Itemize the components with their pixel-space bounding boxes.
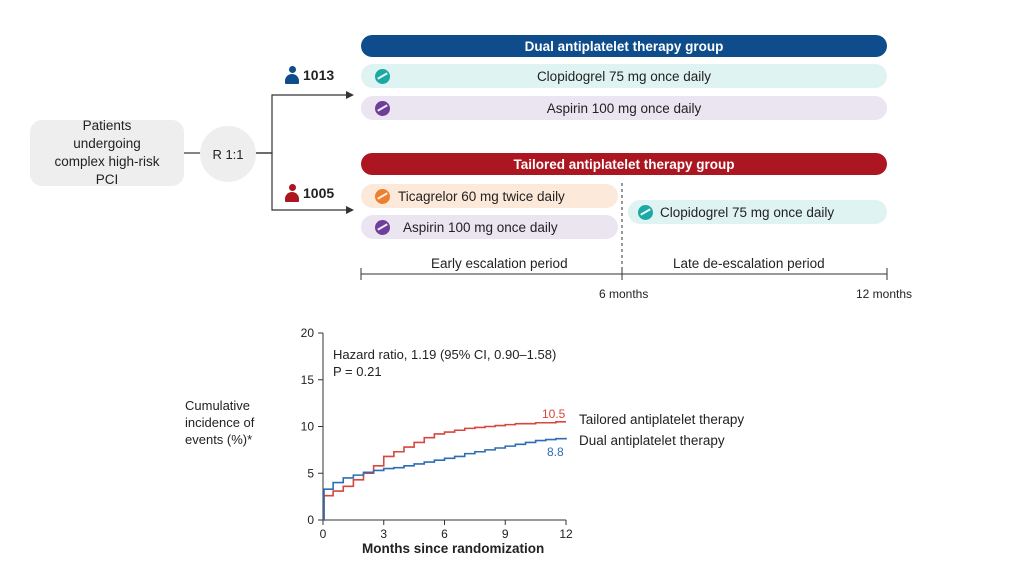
person-icon-dual [285,66,299,84]
chart-y-axis-label: Cumulative incidence of events (%)* [185,398,255,447]
dual-count: 1013 [303,67,335,83]
x-tick-label: 6 [441,527,448,541]
arrow-tailored-icon [346,206,354,214]
tablet-icon [638,204,653,220]
p-value-text: P = 0.21 [333,364,382,379]
tablet-icon [375,100,390,116]
tailored-group-header: Tailored antiplatelet therapy group [361,153,887,175]
randomization-label: R 1:1 [212,146,244,162]
legend-tailored: Tailored antiplatelet therapy [579,412,745,427]
randomization-node: R 1:1 [200,126,256,182]
dual-group-header: Dual antiplatelet therapy group [361,35,887,57]
y-tick-label: 0 [307,513,314,527]
early-period-label: Early escalation period [431,256,568,271]
tablet-icon [375,219,390,235]
patients-label: Patients undergoing complex high-risk PC… [54,118,160,187]
late-period-label: Late de-escalation period [673,256,825,271]
dual-group-title: Dual antiplatelet therapy group [524,38,724,54]
dual-drug-clopidogrel: Clopidogrel 75 mg once daily [361,64,887,88]
tailored-count: 1005 [303,185,335,201]
dual-end-value: 8.8 [547,445,564,459]
x-tick-label: 0 [320,527,327,541]
y-tick-label: 15 [301,373,315,387]
tailored-group-title: Tailored antiplatelet therapy group [513,156,735,172]
drug-label: Clopidogrel 75 mg once daily [536,68,712,84]
hazard-ratio-text: Hazard ratio, 1.19 (95% CI, 0.90–1.58) [333,347,557,362]
drug-label: Aspirin 100 mg once daily [546,100,702,116]
drug-label: Clopidogrel 75 mg once daily [660,204,835,220]
x-tick-label: 3 [380,527,387,541]
tablet-icon [375,188,390,204]
chart-annotation: Hazard ratio, 1.19 (95% CI, 0.90–1.58) P… [333,346,556,380]
tablet-icon [375,68,390,84]
series-line-dual [323,437,567,521]
legend-dual: Dual antiplatelet therapy [579,433,725,448]
y-tick-label: 5 [307,466,314,480]
timeline-label-12: 12 months [856,287,913,301]
tailored-drug-ticagrelor: Ticagrelor 60 mg twice daily [361,184,618,208]
series-line-tailored [323,421,566,521]
drug-label: Ticagrelor 60 mg twice daily [398,188,565,204]
x-tick-label: 9 [502,527,509,541]
drug-label: Aspirin 100 mg once daily [403,219,558,235]
timeline-label-6: 6 months [599,287,649,301]
person-icon-tailored [285,184,299,202]
tailored-drug-clopidogrel: Clopidogrel 75 mg once daily [628,200,887,224]
dual-drug-aspirin: Aspirin 100 mg once daily [361,96,887,120]
x-tick-label: 12 [559,527,573,541]
chart-x-axis-label: Months since randomization [362,541,545,556]
tailored-end-value: 10.5 [542,407,566,421]
y-tick-label: 10 [301,420,315,434]
arrow-dual-icon [346,91,354,99]
connector-tailored [256,152,348,211]
patients-box: Patients undergoing complex high-risk PC… [30,118,184,187]
tailored-drug-aspirin: Aspirin 100 mg once daily [361,215,618,239]
y-tick-label: 20 [301,326,315,340]
